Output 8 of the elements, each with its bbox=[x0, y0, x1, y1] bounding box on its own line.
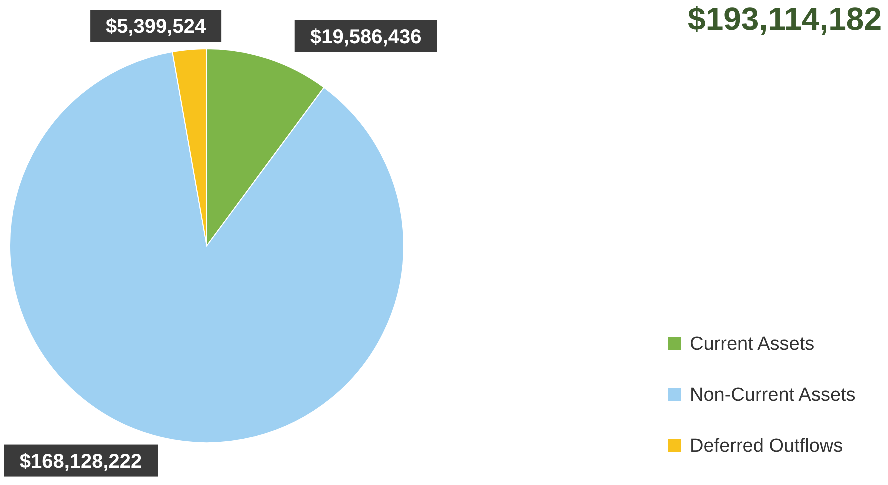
legend-label: Deferred Outflows bbox=[690, 436, 844, 457]
data-label: $5,399,524 bbox=[106, 16, 207, 38]
data-label: $19,586,436 bbox=[310, 26, 422, 48]
legend-label: Non-Current Assets bbox=[690, 385, 856, 406]
pie-slice bbox=[10, 52, 404, 444]
chart-title: $193,114,182 bbox=[688, 1, 882, 37]
legend-label: Current Assets bbox=[690, 334, 815, 355]
data-label: $168,128,222 bbox=[20, 450, 142, 473]
